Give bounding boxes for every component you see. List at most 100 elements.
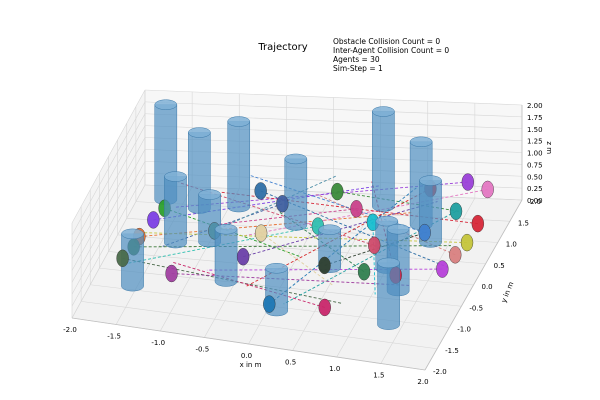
x-tick-label: -0.5 [196,346,210,354]
x-axis-label: x in m [240,361,262,369]
inter-agent-collision-count: Inter-Agent Collision Count = 0 [333,46,449,55]
z-tick-label: 1.50 [527,126,543,134]
z-tick-label: 1.00 [527,150,543,158]
z-tick-label: 1.75 [527,114,543,122]
chart-title: Trajectory [257,42,307,53]
x-axis-line [71,317,426,371]
obstacle-top [154,99,178,110]
obstacle-cylinder-8 [164,171,187,249]
obstacle-body [377,262,400,330]
floor-grid-y [108,251,474,286]
left-grid-z [71,172,146,307]
left-grid-z [71,101,146,236]
z-tick-label: 0.50 [527,173,543,181]
left-grid-z [71,149,146,283]
left-grid-z [71,161,146,295]
back-grid-z [144,101,523,118]
y-tick-label: -1.5 [445,347,459,355]
x-tick-label: -1.0 [151,339,165,347]
agent-marker-23 [318,298,331,317]
obstacle-top [372,106,395,117]
trajectory-line-10 [372,222,376,295]
left-grid-z [71,113,146,247]
back-grid-z [144,89,523,106]
y-tick-label: -1.0 [457,326,471,334]
trajectory-line-4 [133,245,451,248]
agent-marker-26 [236,248,250,266]
agent-marker-1 [147,211,160,229]
obstacle-top [409,136,433,148]
agent-marker-16 [460,233,474,252]
agent-marker-7 [276,195,289,213]
y-tick-label: 0.5 [494,262,505,270]
obstacle-top [386,223,410,235]
z-tick-label: 0.00 [527,197,543,205]
agent-marker-22 [318,256,331,275]
agent-marker-27 [165,264,178,283]
agent-marker-17 [449,246,462,264]
obstacle-cylinder-3 [227,116,251,213]
agent-marker-12 [461,173,475,191]
trajectory-line-16 [132,231,468,244]
z-axis-label: z m [545,141,553,154]
obstacle-body [227,121,251,213]
agent-marker-20 [368,236,381,254]
z-tick-label: 2.00 [527,102,543,110]
x-tick-label: -2.0 [63,326,77,334]
agent-marker-6 [254,182,267,200]
y-tick-label: 1.0 [506,241,517,249]
agent-marker-9 [350,200,363,218]
obstacle-top [265,263,288,274]
x-tick-label: 2.0 [417,378,428,386]
left-grid-z [71,137,146,271]
x-tick-label: -1.5 [107,333,121,341]
left-grid-z [71,89,146,224]
obstacle-top [227,116,251,127]
y-axis-label: y in m [500,280,516,303]
agent-marker-13 [481,180,494,199]
agent-marker-14 [449,202,463,220]
obstacle-cylinder-5 [372,106,395,212]
trajectory-line-29 [124,225,318,265]
x-tick-label: 0.0 [241,352,252,360]
agent-marker-24 [263,295,276,313]
agent-marker-15 [471,214,485,233]
left-grid-z [71,125,146,259]
y-tick-label: 2.0 [530,198,541,206]
obstacle-top [164,171,187,182]
x-tick-label: 0.5 [285,359,296,367]
scene-objects [116,99,494,330]
obstacle-body [164,176,187,249]
obstacle-body [372,111,395,212]
obstacle-top [318,224,341,235]
trajectory-line-23 [172,261,325,308]
y-tick-label: -0.5 [469,304,483,312]
obstacle-top [188,127,211,138]
left-grid-z [71,184,146,319]
axes-edges [71,105,523,371]
z-tick-label: 0.75 [527,161,543,169]
obstacle-top [214,223,238,235]
obstacle-body [284,158,308,231]
agents-count: Agents = 30 [333,55,380,64]
sim-step: Sim-Step = 1 [333,64,383,73]
obstacle-cylinder-13 [121,228,144,292]
x-tick-label: 1.0 [329,365,340,373]
agent-marker-8 [331,182,344,201]
back-grid-z [144,125,523,141]
agent-marker-25 [254,224,268,242]
obstacle-collision-count: Obstacle Collision Count = 0 [333,37,440,46]
obstacle-cylinder-16 [377,257,400,330]
z-tick-label: 1.25 [527,138,543,146]
y-axis-line [424,199,523,371]
x-tick-label: 1.5 [373,372,384,380]
obstacle-top [419,175,442,186]
obstacle-top [121,228,144,240]
obstacle-cylinder-4 [284,153,308,231]
z-tick-label: 0.25 [527,185,543,193]
y-tick-label: -2.0 [433,368,447,376]
agent-marker-30 [418,223,431,242]
back-grid-z [144,113,523,130]
agent-marker-5 [116,249,129,267]
